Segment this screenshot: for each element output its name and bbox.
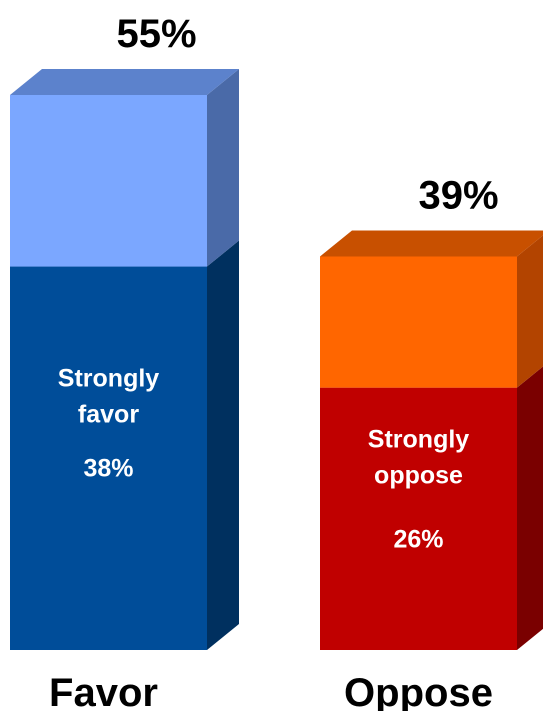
favor-bar-top — [10, 69, 239, 95]
oppose-bar-top — [320, 230, 543, 257]
oppose-other-bar — [320, 256, 517, 388]
favor-strong-bar-side — [207, 240, 239, 650]
oppose-strong-bar — [320, 387, 517, 650]
favor-category-label: Favor — [49, 671, 158, 711]
favor-other-bar-side — [207, 69, 239, 267]
oppose-category-label: Oppose — [344, 671, 493, 711]
oppose-strong-value-label: 26% — [393, 526, 443, 554]
oppose-total-label: 39% — [418, 173, 498, 217]
favor-strong-segment-label: Strongly favor — [58, 365, 159, 429]
oppose-other-bar-side — [517, 235, 543, 388]
oppose-strong-bar-side — [517, 366, 543, 650]
favor-total-label: 55% — [116, 12, 196, 56]
favor-strong-bar — [10, 266, 207, 650]
oppose-strong-segment-label: Strongly oppose — [368, 426, 469, 490]
favor-other-bar — [10, 95, 207, 267]
favor-strong-value-label: 38% — [83, 455, 133, 483]
